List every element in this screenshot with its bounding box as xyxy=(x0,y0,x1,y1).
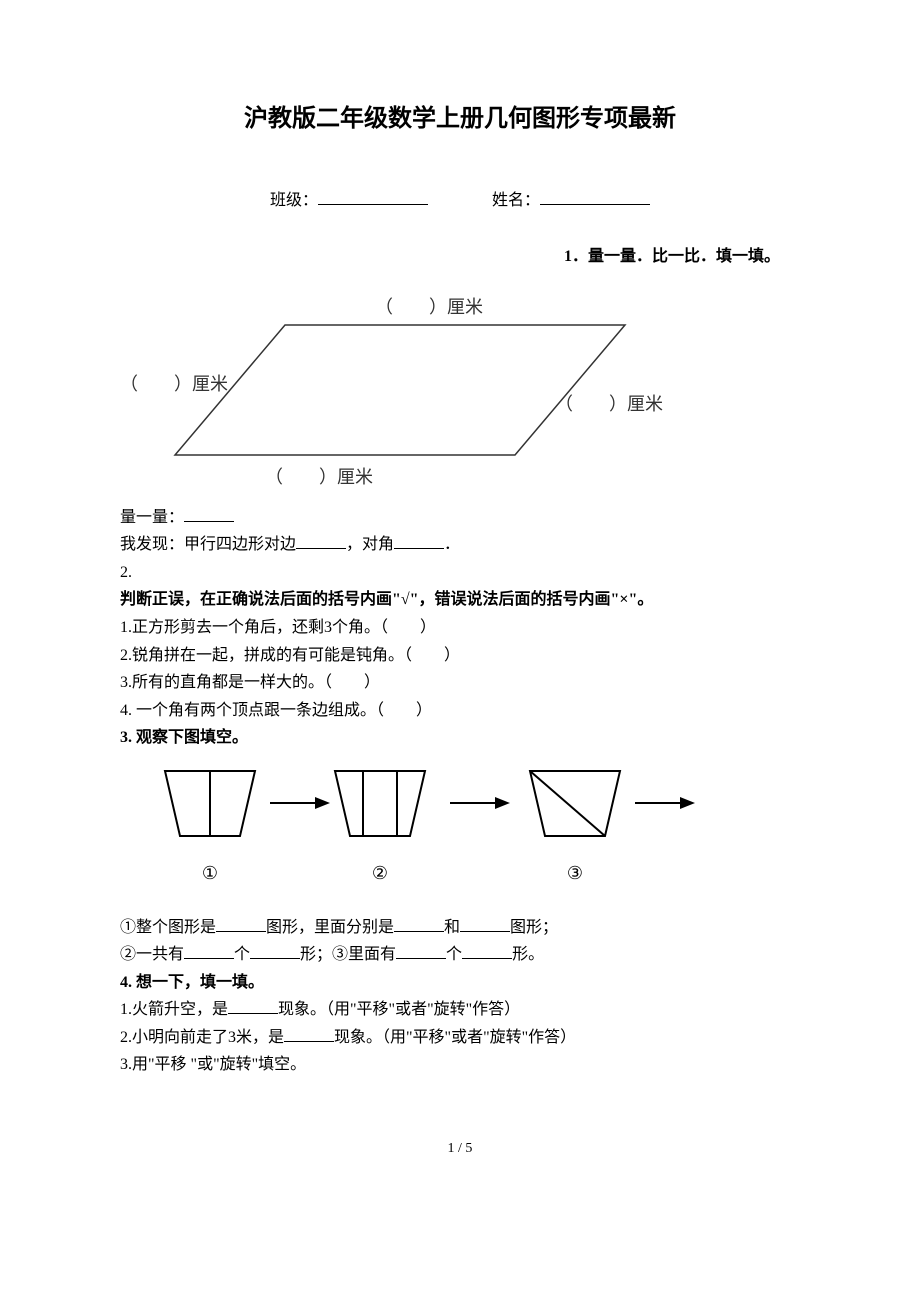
name-blank xyxy=(540,204,650,205)
q3-l2-b4 xyxy=(462,942,512,959)
q4-item2: 2.小明向前走了3米，是 现象。（用"平移"或者"旋转"作答） xyxy=(120,1025,800,1051)
q3-l2-p3: 个 xyxy=(446,946,462,963)
q2-num: 2. xyxy=(120,560,800,586)
q2-item1: 1.正方形剪去一个角后，还剩3个角。（ ） xyxy=(120,615,800,641)
fig1-right-label: （ ）厘米 xyxy=(555,390,663,419)
q1-discover-line: 我发现：甲行四边形对边 ，对角 ． xyxy=(120,532,800,558)
q1-blank2 xyxy=(296,532,346,549)
q3-l2-p4: 形。 xyxy=(512,946,544,963)
q4-i2-p1: 现象。（用"平移"或者"旋转"作答） xyxy=(334,1029,576,1046)
q4-item1: 1.火箭升空，是 现象。（用"平移"或者"旋转"作答） xyxy=(120,997,800,1023)
page-number: 1 / 5 xyxy=(120,1138,800,1160)
q3-l2-p1: 个 xyxy=(234,946,250,963)
fig1-bottom-label: （ ）厘米 xyxy=(265,463,373,492)
q4-i1-p0: 1.火箭升空，是 xyxy=(120,1001,228,1018)
q4-heading: 4. 想一下，填一填。 xyxy=(120,970,800,996)
svg-text:①: ① xyxy=(202,863,218,883)
q1-blank3 xyxy=(394,532,444,549)
q4-i1-p1: 现象。（用"平移"或者"旋转"作答） xyxy=(278,1001,520,1018)
q2-heading: 判断正误，在正确说法后面的括号内画"√"，错误说法后面的括号内画"×"。 xyxy=(120,587,800,613)
name-label: 姓名： xyxy=(492,192,540,209)
class-blank xyxy=(318,204,428,205)
q1-heading: 1．量一量．比一比．填一填。 xyxy=(120,244,800,270)
trapezoid-figure: ① ② ③ xyxy=(140,761,800,900)
fig1-left-label: （ ）厘米 xyxy=(120,370,228,399)
svg-text:②: ② xyxy=(372,863,388,883)
q4-item3: 3.用"平移 "或"旋转"填空。 xyxy=(120,1052,800,1078)
q3-l2-p0: ②一共有 xyxy=(120,946,184,963)
q3-l2-b2 xyxy=(250,942,300,959)
q3-l2-p2: 形；③里面有 xyxy=(300,946,396,963)
q3-heading: 3. 观察下图填空。 xyxy=(120,725,800,751)
q3-l1-p0: ①整个图形是 xyxy=(120,919,216,936)
document-title: 沪教版二年级数学上册几何图形专项最新 xyxy=(120,100,800,138)
q4-i2-b1 xyxy=(284,1025,334,1042)
q3-l1-b2 xyxy=(394,915,444,932)
q1-line2-end: ． xyxy=(444,536,460,553)
q3-l1-p2: 和 xyxy=(444,919,460,936)
q2-item4: 4. 一个角有两个顶点跟一条边组成。（ ） xyxy=(120,698,800,724)
q3-l1-p3: 图形； xyxy=(510,919,558,936)
q4-i1-b1 xyxy=(228,997,278,1014)
q3-line1: ①整个图形是 图形，里面分别是 和 图形； xyxy=(120,915,800,941)
q2-item3: 3.所有的直角都是一样大的。（ ） xyxy=(120,670,800,696)
q1-line2-mid: ，对角 xyxy=(346,536,394,553)
q3-l1-p1: 图形，里面分别是 xyxy=(266,919,394,936)
q1-measure-line: 量一量： xyxy=(120,505,800,531)
q1-blank1 xyxy=(184,505,234,522)
q1-line1-prefix: 量一量： xyxy=(120,509,184,526)
q3-l1-b3 xyxy=(460,915,510,932)
q1-line2-prefix: 我发现：甲行四边形对边 xyxy=(120,536,296,553)
class-label: 班级： xyxy=(270,192,318,209)
q4-i2-p0: 2.小明向前走了3米，是 xyxy=(120,1029,284,1046)
q3-l2-b1 xyxy=(184,942,234,959)
svg-text:③: ③ xyxy=(567,863,583,883)
parallelogram-figure: （ ）厘米 （ ）厘米 （ ）厘米 （ ）厘米 xyxy=(120,285,680,500)
student-info-row: 班级： 姓名： xyxy=(120,188,800,214)
q3-line2: ②一共有 个 形；③里面有 个 形。 xyxy=(120,942,800,968)
q3-l2-b3 xyxy=(396,942,446,959)
fig1-top-label: （ ）厘米 xyxy=(375,293,483,322)
q3-l1-b1 xyxy=(216,915,266,932)
q2-item2: 2.锐角拼在一起，拼成的有可能是钝角。（ ） xyxy=(120,643,800,669)
